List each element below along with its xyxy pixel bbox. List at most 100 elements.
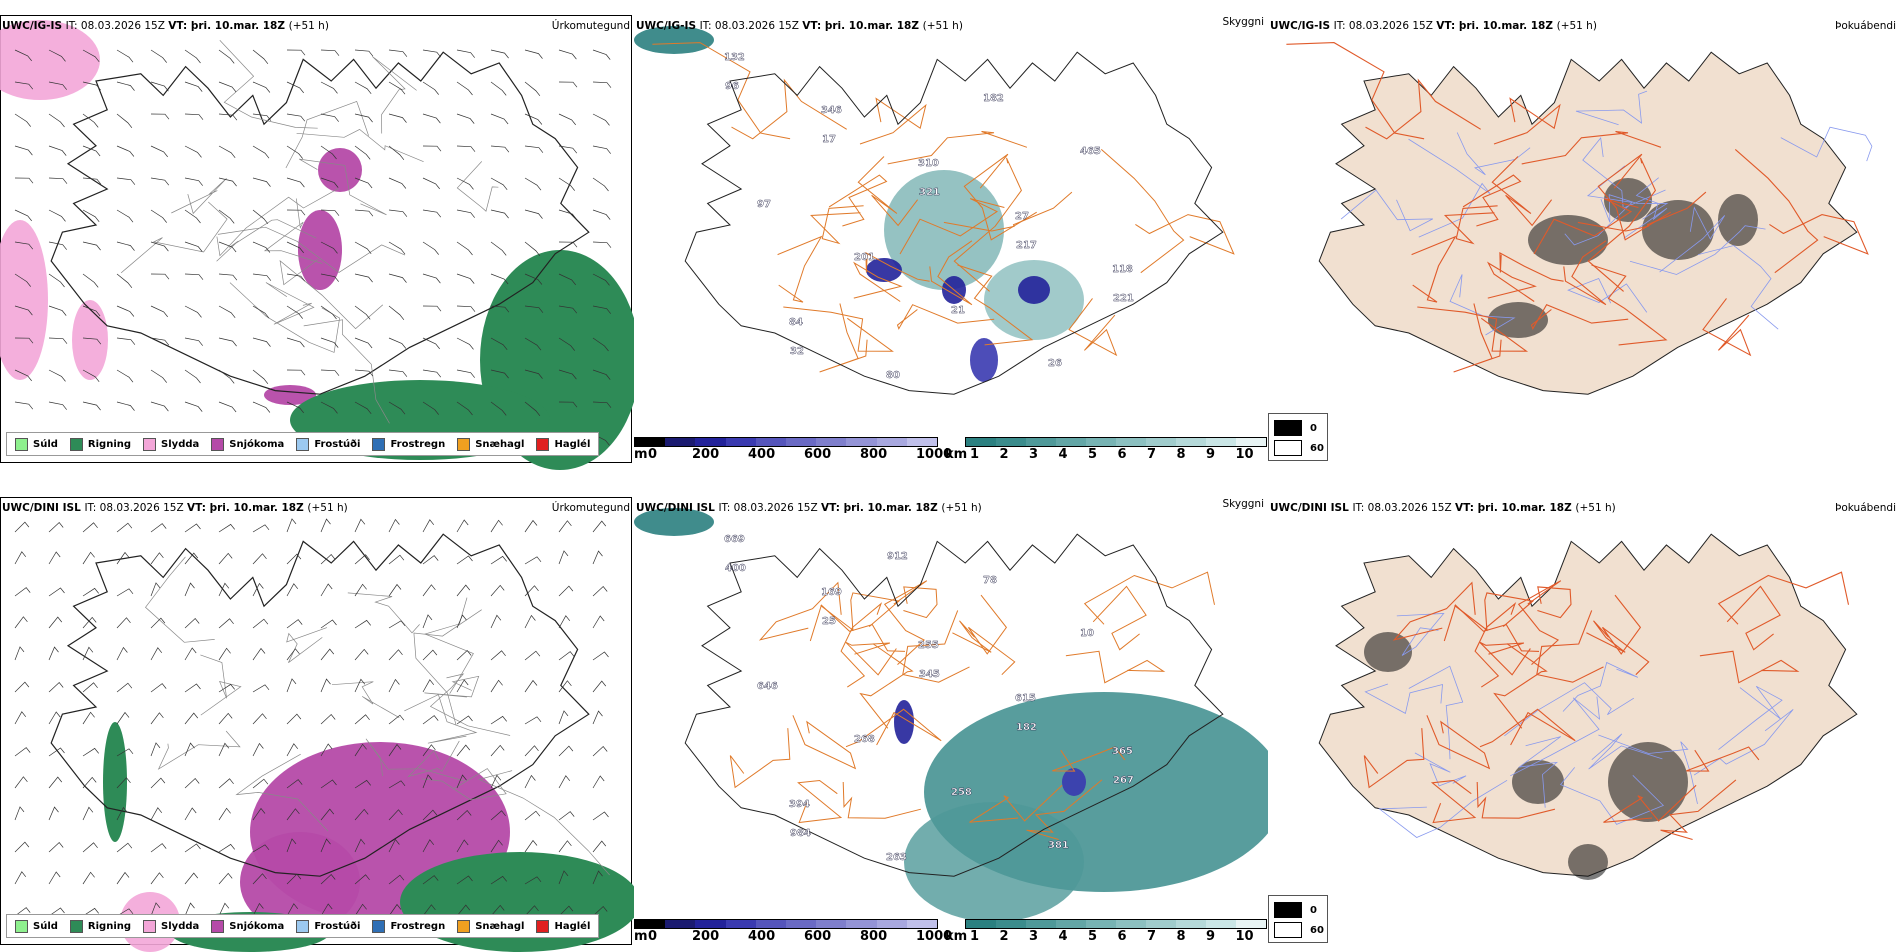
fog-legend-item: 60 [1274,440,1324,456]
wind-barb [490,715,507,725]
wind-barb [150,712,164,725]
wind-barb [490,519,503,533]
wind-barb [320,678,331,693]
panel-header: UWC/DINI ISL IT: 08.03.2026 15Z VT: þri.… [1270,502,1616,514]
road-line [809,604,906,652]
legend-label: Súld [33,920,58,932]
ceiling-value-label: 97 [757,199,771,210]
fog-legend-swatch [1274,922,1302,938]
wind-barb [456,519,469,533]
legend-label: Snjókoma [229,920,285,932]
precip-type-panel: UWC/IG-IS IT: 08.03.2026 15Z VT: þri. 10… [0,0,634,470]
wind-barb [218,902,230,917]
road-line [1363,728,1425,789]
ceiling-value-label: 984 [790,828,811,839]
road-line [1564,165,1633,246]
road-line [819,303,868,373]
wind-barb [14,806,25,821]
ceiling-tick: 400 [748,447,776,462]
wind-barb [48,337,68,344]
road-line [883,580,928,665]
wind-barb [218,49,235,64]
wind-barb [286,145,303,159]
wind-barb [48,401,67,410]
valid-time: VT: þri. 10.mar. 18Z [187,502,308,514]
wind-barb [14,209,32,222]
wind-barb [456,177,474,190]
road-line [1734,148,1819,274]
wind-barb [524,273,543,285]
wind-barb [82,209,100,223]
panel-header: UWC/DINI ISL IT: 08.03.2026 15Z VT: þri.… [636,502,982,514]
wind-barb [48,711,61,725]
legend-item-4: Frostúði [296,919,360,933]
legend-swatch [296,437,310,451]
wind-barb [422,809,438,821]
wind-barb [252,713,267,725]
wind-barb [14,681,30,693]
wind-barb [82,711,95,725]
road-line [229,282,340,353]
wind-barb [524,401,541,417]
visibility-colorbar [965,919,1267,929]
visibility-tick: 9 [1206,929,1216,944]
wind-barb [320,713,336,725]
road-line [286,627,328,663]
model-name: UWC/DINI ISL [1270,502,1353,514]
wind-barb [422,555,439,565]
fog-map [1286,42,1873,395]
wind-barb [184,843,201,853]
wind-barb [456,715,473,725]
wind-barb [150,807,163,821]
ceiling-value-label: 84 [789,317,803,328]
road-line [1454,592,1535,632]
lead-time: (+51 h) [1556,20,1597,32]
road-line [963,153,1037,241]
wind-barb [48,145,67,156]
legend-swatch [372,437,386,451]
valid-time: VT: þri. 10.mar. 18Z [802,20,923,32]
wind-barb [490,305,510,313]
fog-legend-swatch [1274,440,1302,456]
wind-barb [558,209,577,220]
road-line [1702,298,1752,357]
road-line [1411,235,1457,303]
legend-label: Rigning [87,920,132,932]
wind-barb [286,838,297,853]
panel-header: UWC/IG-IS IT: 08.03.2026 15Z VT: þri. 10… [1270,20,1597,32]
road-line [331,681,400,719]
road-line [1449,274,1516,336]
wind-barb [252,553,267,565]
wind-barb [82,401,101,411]
ceiling-value-label: 255 [918,640,939,651]
wind-barb [150,337,170,346]
valid-time: VT: þri. 10.mar. 18Z [1436,20,1557,32]
wind-barb [48,81,67,90]
wind-barb [184,273,204,280]
wind-barb [82,842,98,853]
wind-barb [388,780,406,789]
wind-barb [150,145,168,158]
wind-barb [286,873,302,885]
visibility-tick: 4 [1058,447,1068,462]
wind-barb [82,241,101,251]
wind-barb [320,553,336,565]
wind-barb [218,145,236,159]
wind-barb [116,401,135,411]
wind-barb [14,401,34,410]
model-name: UWC/IG-IS [2,20,66,32]
snow-area [318,148,362,192]
wind-barb [82,305,101,317]
wind-barb [48,369,66,382]
wind-barb [456,875,473,885]
wind-barb [490,49,509,59]
wind-barb [422,273,441,284]
legend-swatch [143,919,157,933]
cloud-panel: 132 346 310 27 118 84 80 182 465 97 201 21 26 96 17 321… [634,0,1268,470]
wind-barb [490,650,506,661]
visibility-tick: 1 [970,929,980,944]
wind-barb [592,615,605,629]
visibility-tick: 3 [1029,929,1039,944]
fog-area [1608,742,1688,822]
road-line [820,592,901,632]
